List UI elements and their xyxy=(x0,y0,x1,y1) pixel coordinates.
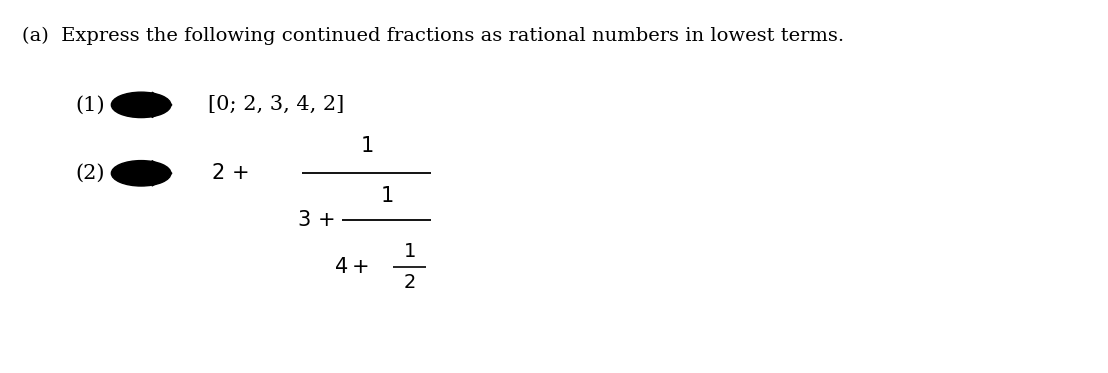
FancyArrow shape xyxy=(136,161,172,186)
Text: (a)  Express the following continued fractions as rational numbers in lowest ter: (a) Express the following continued frac… xyxy=(22,26,844,45)
FancyArrow shape xyxy=(136,92,172,117)
Text: $3\,+$: $3\,+$ xyxy=(297,210,335,230)
Text: (1): (1) xyxy=(75,95,105,115)
Ellipse shape xyxy=(112,92,171,117)
Text: $1$: $1$ xyxy=(360,136,373,156)
Text: [0; 2, 3, 4, 2]: [0; 2, 3, 4, 2] xyxy=(207,95,343,115)
Text: $2$: $2$ xyxy=(403,274,416,292)
Text: (2): (2) xyxy=(75,164,105,183)
Text: $2\,+$: $2\,+$ xyxy=(211,163,248,183)
Text: $1$: $1$ xyxy=(380,186,393,206)
Text: $1$: $1$ xyxy=(403,242,416,260)
Ellipse shape xyxy=(112,161,171,186)
Text: $4+$: $4+$ xyxy=(334,257,368,277)
